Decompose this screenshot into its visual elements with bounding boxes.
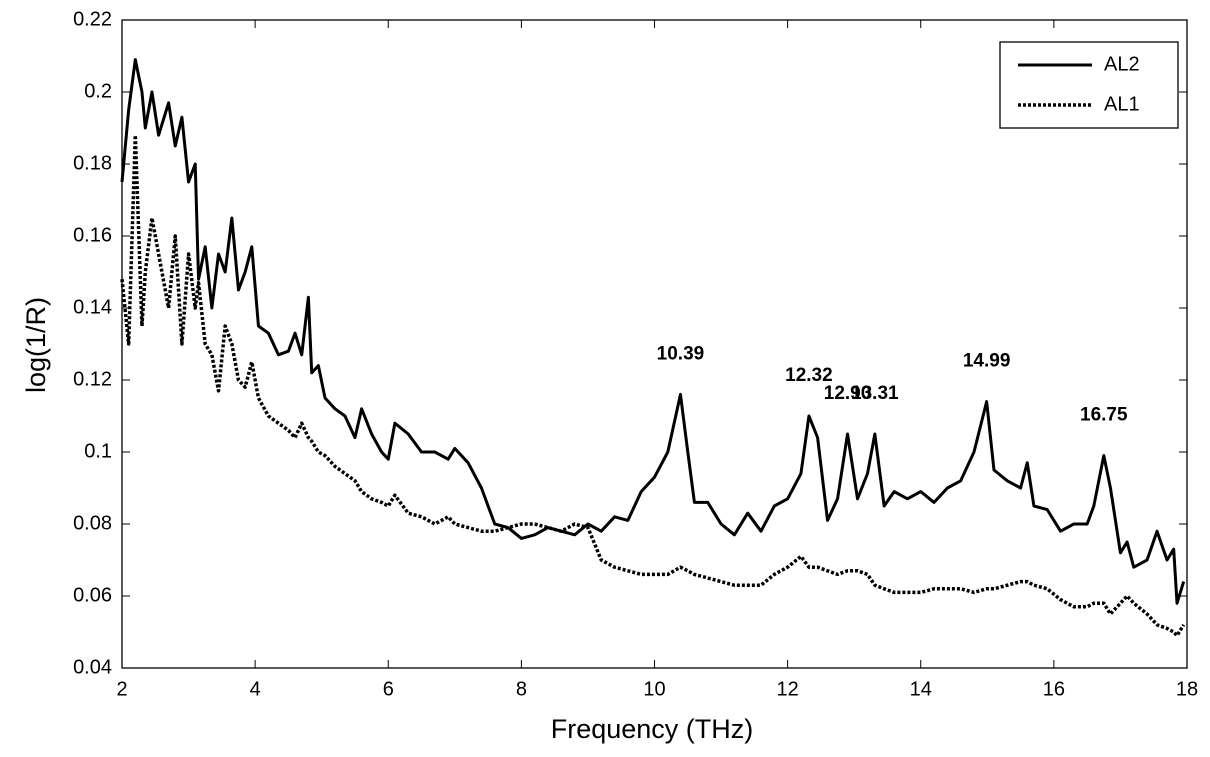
- y-tick-label: 0.1: [84, 440, 112, 462]
- y-tick-label: 0.22: [73, 8, 112, 30]
- y-tick-label: 0.12: [73, 368, 112, 390]
- peak-annotation: 12.32: [785, 365, 833, 386]
- peak-annotation: 13.31: [851, 383, 899, 404]
- peak-annotation: 14.99: [963, 351, 1011, 372]
- x-tick-label: 10: [643, 678, 665, 700]
- legend-label: AL2: [1104, 53, 1140, 75]
- x-tick-label: 18: [1176, 678, 1198, 700]
- x-tick-label: 14: [910, 678, 932, 700]
- legend-label: AL1: [1104, 93, 1140, 115]
- x-tick-label: 8: [516, 678, 527, 700]
- x-axis-label: Frequency (THz): [551, 714, 754, 744]
- y-tick-label: 0.08: [73, 512, 112, 534]
- legend-box: [999, 41, 1179, 129]
- x-tick-label: 12: [777, 678, 799, 700]
- y-tick-label: 0.18: [73, 152, 112, 174]
- x-tick-label: 4: [250, 678, 261, 700]
- y-axis-label: log(1/R): [21, 297, 51, 393]
- peak-annotation: 12.90: [824, 383, 872, 404]
- y-tick-label: 0.2: [84, 80, 112, 102]
- x-tick-label: 6: [383, 678, 394, 700]
- y-tick-label: 0.04: [73, 656, 112, 678]
- series-line: [120, 58, 1186, 605]
- x-tick-label: 2: [116, 678, 127, 700]
- y-tick-label: 0.16: [73, 224, 112, 246]
- y-tick-label: 0.06: [73, 584, 112, 606]
- y-tick-label: 0.14: [73, 296, 112, 318]
- x-tick-label: 16: [1043, 678, 1065, 700]
- series-line: [120, 133, 1186, 638]
- peak-annotation: 10.39: [657, 343, 705, 364]
- peak-annotation: 16.75: [1080, 405, 1128, 426]
